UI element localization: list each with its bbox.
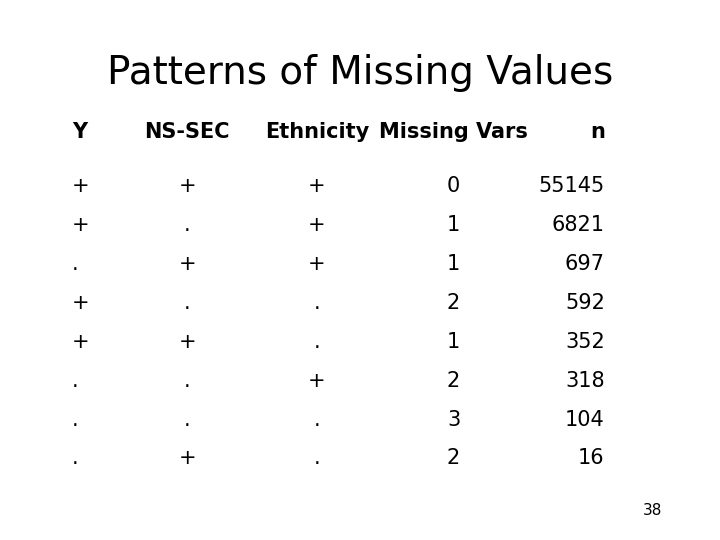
Text: 697: 697 — [564, 254, 605, 274]
Text: +: + — [308, 370, 325, 391]
Text: +: + — [308, 215, 325, 235]
Text: +: + — [179, 332, 196, 352]
Text: 318: 318 — [565, 370, 605, 391]
Text: 6821: 6821 — [552, 215, 605, 235]
Text: 2: 2 — [447, 293, 460, 313]
Text: 55145: 55145 — [539, 176, 605, 197]
Text: +: + — [308, 254, 325, 274]
Text: 0: 0 — [447, 176, 460, 197]
Text: 352: 352 — [565, 332, 605, 352]
Text: Ethnicity: Ethnicity — [265, 122, 369, 143]
Text: +: + — [308, 176, 325, 197]
Text: +: + — [179, 254, 196, 274]
Text: .: . — [313, 293, 320, 313]
Text: 3: 3 — [447, 409, 460, 430]
Text: .: . — [72, 409, 78, 430]
Text: .: . — [184, 370, 191, 391]
Text: .: . — [72, 370, 78, 391]
Text: +: + — [72, 332, 89, 352]
Text: .: . — [313, 448, 320, 469]
Text: 1: 1 — [447, 332, 460, 352]
Text: 2: 2 — [447, 370, 460, 391]
Text: .: . — [184, 293, 191, 313]
Text: NS-SEC: NS-SEC — [145, 122, 230, 143]
Text: +: + — [72, 293, 89, 313]
Text: +: + — [72, 215, 89, 235]
Text: 16: 16 — [578, 448, 605, 469]
Text: 38: 38 — [643, 503, 662, 518]
Text: Patterns of Missing Values: Patterns of Missing Values — [107, 54, 613, 92]
Text: 1: 1 — [447, 215, 460, 235]
Text: n: n — [590, 122, 605, 143]
Text: Y: Y — [72, 122, 87, 143]
Text: 592: 592 — [565, 293, 605, 313]
Text: +: + — [179, 176, 196, 197]
Text: 104: 104 — [565, 409, 605, 430]
Text: .: . — [72, 448, 78, 469]
Text: 2: 2 — [447, 448, 460, 469]
Text: .: . — [184, 409, 191, 430]
Text: .: . — [313, 409, 320, 430]
Text: +: + — [179, 448, 196, 469]
Text: .: . — [72, 254, 78, 274]
Text: 1: 1 — [447, 254, 460, 274]
Text: Missing Vars: Missing Vars — [379, 122, 528, 143]
Text: .: . — [313, 332, 320, 352]
Text: .: . — [184, 215, 191, 235]
Text: +: + — [72, 176, 89, 197]
